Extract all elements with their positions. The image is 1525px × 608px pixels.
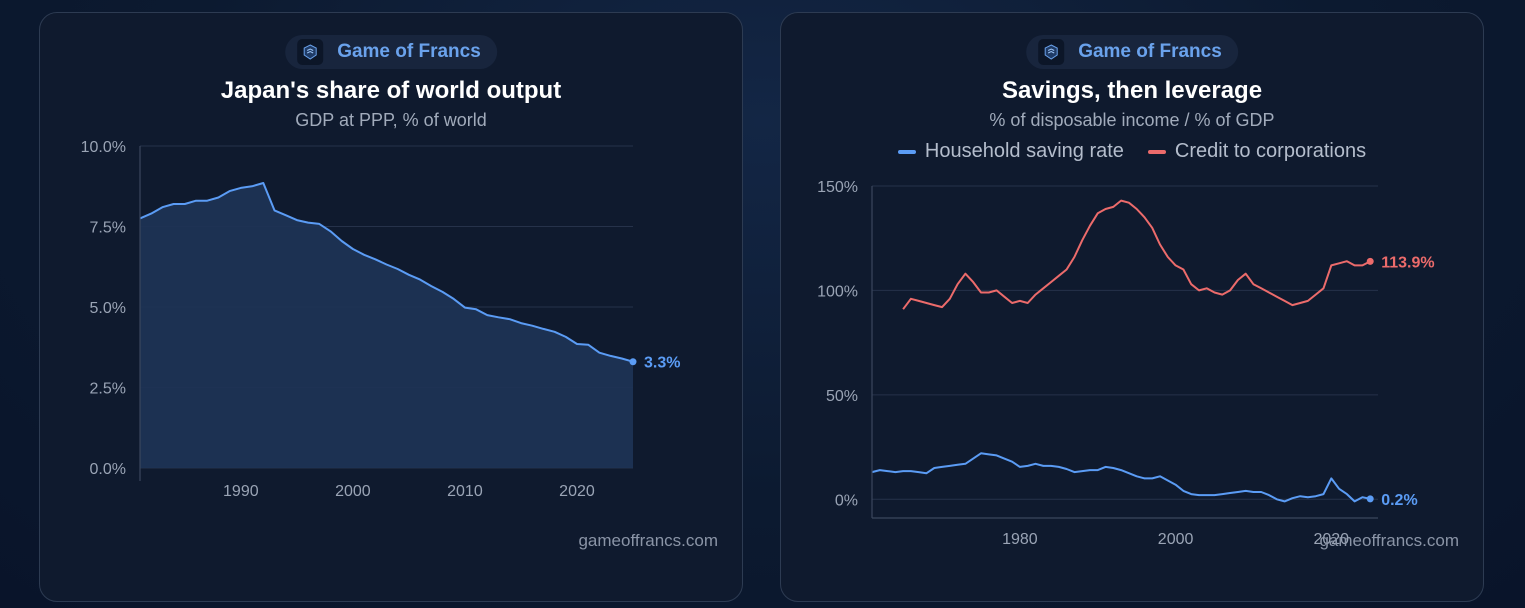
y-tick-label: 5.0% [90, 300, 126, 317]
x-tick-label: 1990 [223, 483, 259, 500]
series-end-label: 0.2% [1381, 492, 1417, 509]
savings-leverage-chart: 0% 50% 100% 150% 1980 2000 2020 0.2% 113.9% [817, 179, 1435, 548]
chart-subtitle: % of disposable income / % of GDP [989, 110, 1275, 130]
y-tick-label: 10.0% [81, 139, 126, 156]
chart-card-savings-leverage: Game of Francs Savings, then leverage % … [780, 12, 1484, 602]
series-end-point [629, 358, 637, 366]
x-tick-label: 2010 [447, 483, 483, 500]
series-end-label: 3.3% [644, 355, 680, 372]
x-tick-label: 2000 [1158, 531, 1194, 548]
y-tick-label: 0.0% [90, 461, 126, 478]
legend-item-saving-rate: Household saving rate [897, 140, 1124, 163]
chart-title: Japan's share of world output [220, 77, 562, 104]
brand-name: Game of Francs [1078, 41, 1222, 62]
legend-item-corporate-credit: Credit to corporations [1147, 140, 1367, 163]
brand-logo-icon [303, 44, 317, 60]
series-end-point [1366, 495, 1374, 503]
x-tick-label: 2000 [335, 483, 371, 500]
brand-name: Game of Francs [337, 41, 481, 62]
brand-logo [297, 39, 324, 65]
watermark: gameoffrancs.com [578, 531, 718, 550]
brand-badge: Game of Francs [1026, 35, 1238, 69]
series-end-point [1366, 257, 1374, 265]
series-end-label: 113.9% [1381, 254, 1434, 271]
x-tick-label: 2020 [1313, 531, 1349, 548]
y-tick-label: 0% [835, 492, 858, 509]
brand-badge: Game of Francs [285, 35, 497, 69]
legend-swatch-saving-rate [897, 149, 916, 154]
y-tick-label: 7.5% [90, 220, 126, 237]
chart-card-japan-share: Game of Francs Japan's share of world ou… [39, 12, 743, 602]
brand-logo-icon [1044, 44, 1058, 60]
y-tick-label: 50% [826, 388, 858, 405]
x-tick-label: 1980 [1002, 531, 1038, 548]
watermark: gameoffrancs.com [1319, 531, 1459, 550]
y-tick-label: 150% [817, 179, 858, 196]
chart-title: Savings, then leverage [1001, 77, 1263, 104]
brand-logo [1038, 39, 1065, 65]
y-tick-label: 100% [817, 283, 858, 300]
series-line [139, 182, 634, 363]
x-tick-label: 2020 [559, 483, 595, 500]
series-line [902, 199, 1371, 310]
legend-swatch-corporate-credit [1147, 149, 1166, 154]
series-area-fill [140, 183, 633, 468]
legend-label-saving-rate: Household saving rate [924, 140, 1124, 162]
chart-subtitle: GDP at PPP, % of world [295, 110, 487, 130]
legend-label-corporate-credit: Credit to corporations [1174, 140, 1367, 162]
japan-share-chart: 0.0% 2.5% 5.0% 7.5% 10.0% 1990 2000 2010 2020 3.3… [81, 139, 681, 500]
y-tick-label: 2.5% [90, 381, 126, 398]
series-line [871, 452, 1371, 503]
chart-legend: Household saving rate Credit to corporat… [781, 140, 1483, 163]
